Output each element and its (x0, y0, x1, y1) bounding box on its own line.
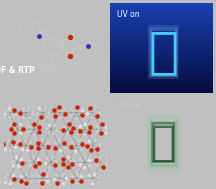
Text: 龙: 龙 (145, 113, 181, 172)
Text: 龙: 龙 (149, 120, 177, 165)
Text: 龙: 龙 (146, 25, 180, 79)
Text: UV off: UV off (117, 102, 140, 112)
Text: 龙: 龙 (148, 28, 178, 76)
Text: 龙: 龙 (147, 117, 179, 169)
Text: TADF & RTP: TADF & RTP (0, 66, 34, 75)
Text: 龙: 龙 (151, 122, 176, 164)
Text: 龙: 龙 (145, 22, 181, 81)
Text: UV on: UV on (117, 10, 140, 19)
Text: 龙: 龙 (142, 109, 184, 176)
